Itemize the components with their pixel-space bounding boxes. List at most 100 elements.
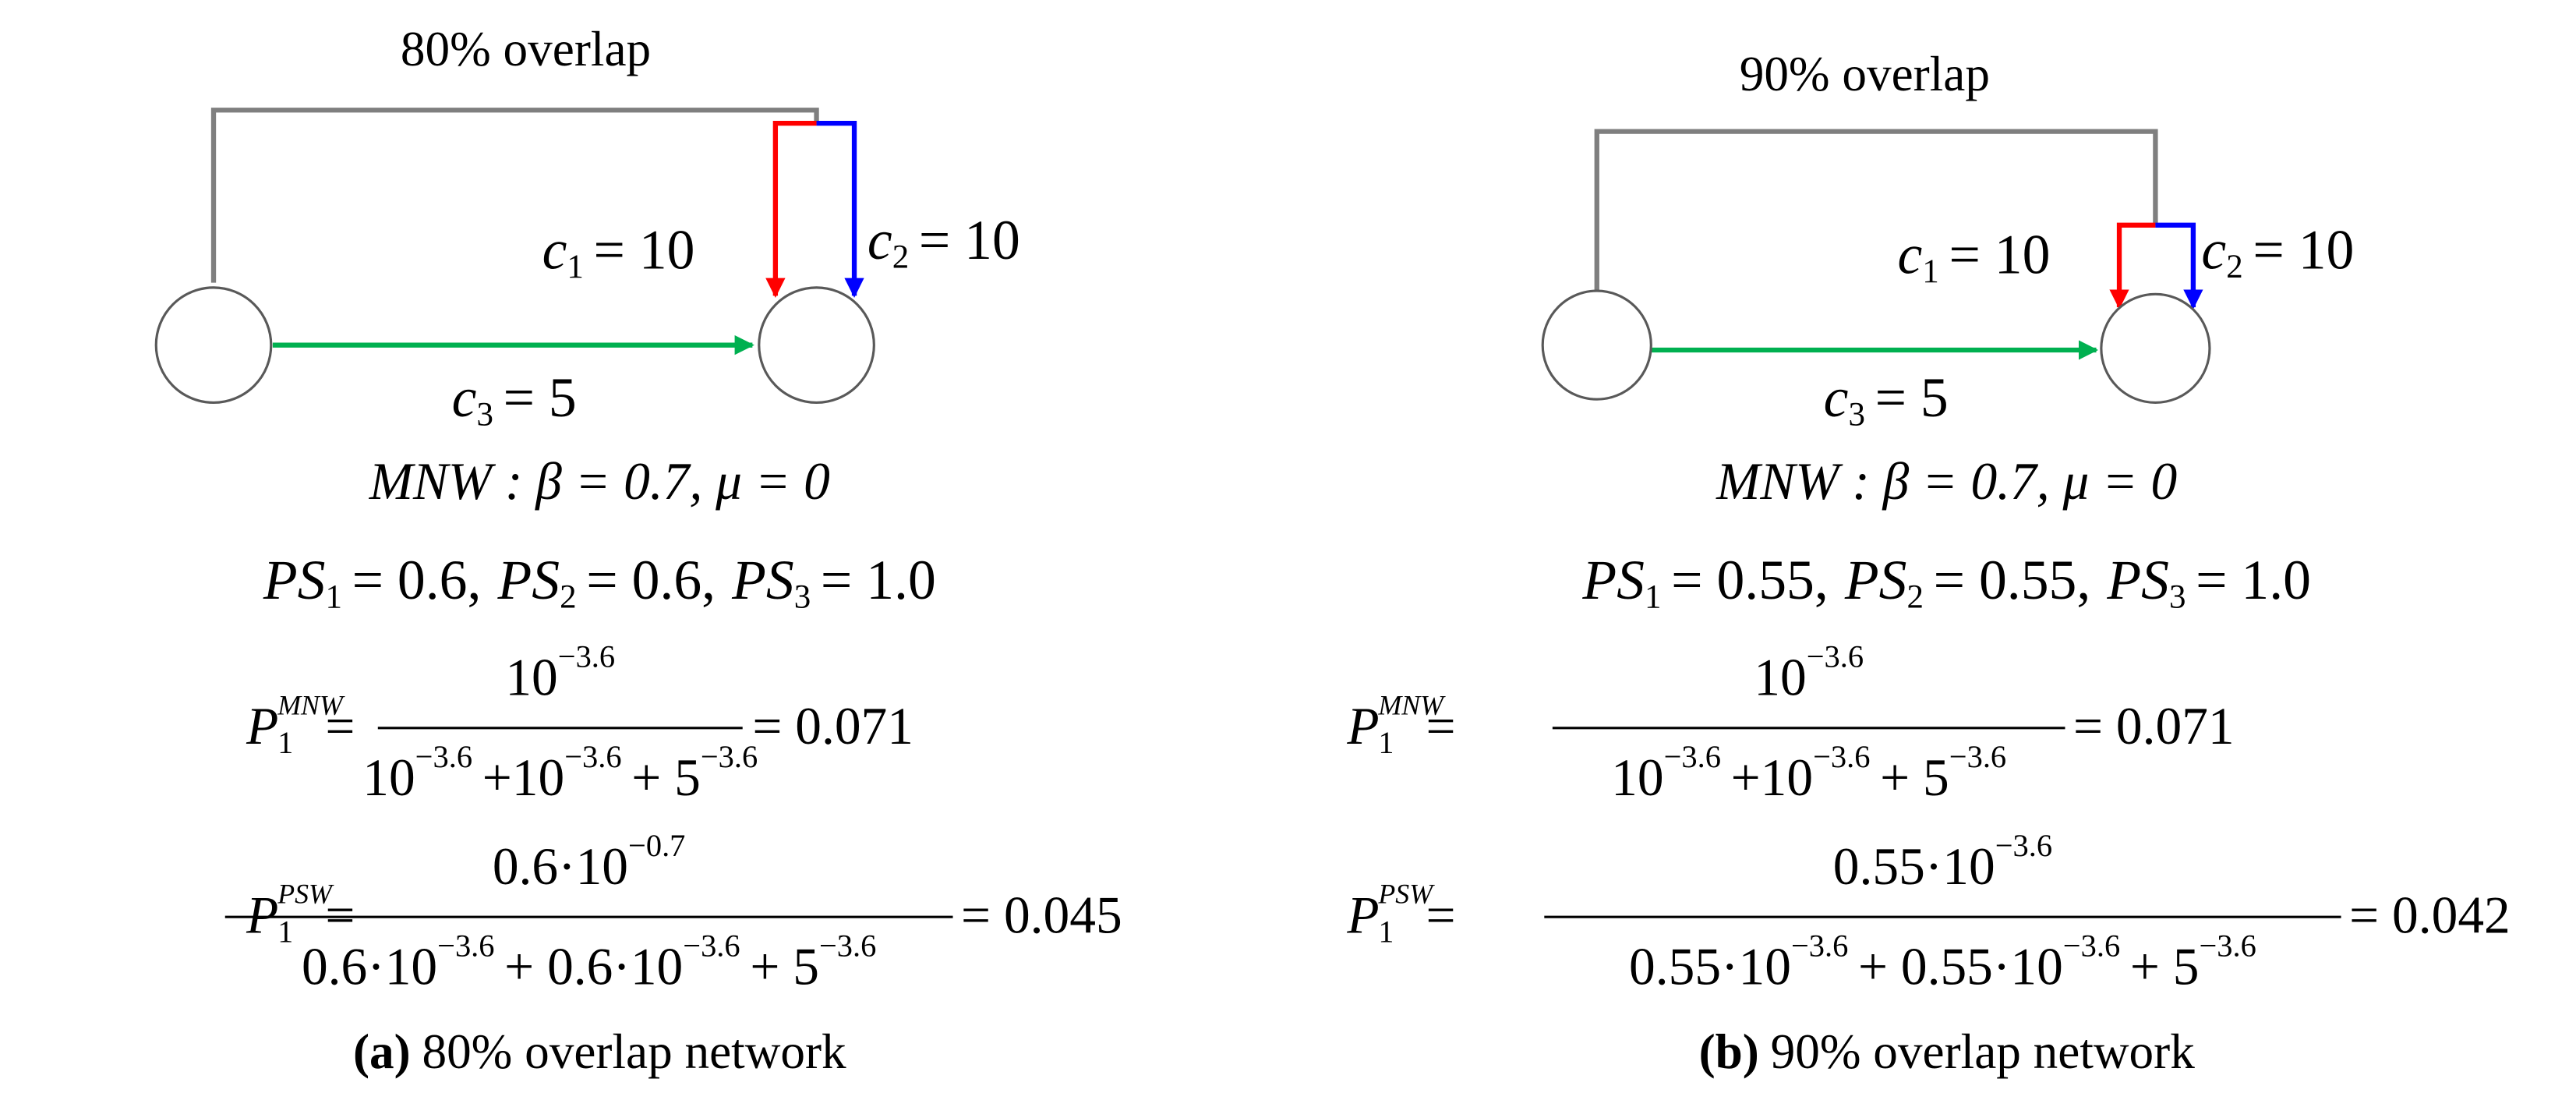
math-part: = 10 bbox=[594, 218, 695, 281]
math-part: +10 bbox=[1731, 748, 1813, 807]
equals: = bbox=[325, 886, 355, 945]
math-part: 10 bbox=[362, 748, 415, 807]
mnw-params: MNW : β = 0.7, μ = 0 bbox=[1716, 452, 2177, 511]
math-part: c bbox=[1824, 366, 1849, 429]
math-part: 0.6·10 bbox=[493, 836, 628, 895]
numerator: 0.6·10−0.7 bbox=[493, 827, 686, 895]
math-part: = 5 bbox=[1875, 366, 1949, 429]
result: = 0.071 bbox=[752, 697, 913, 755]
equals: = bbox=[1426, 886, 1456, 945]
math-part: PS bbox=[1581, 549, 1645, 611]
math-part: = 10 bbox=[1949, 224, 2050, 286]
math-part: +10 bbox=[482, 748, 564, 807]
math-part: PS bbox=[263, 549, 326, 611]
math-part: −3.6 bbox=[819, 928, 876, 963]
denominator: 0.55·10−3.6 + 0.55·10−3.6 + 5−3.6 bbox=[1629, 928, 2256, 996]
math-part: = 10 bbox=[919, 209, 1020, 271]
math-part: + 5 bbox=[631, 748, 701, 807]
route-1-arrow bbox=[2109, 222, 2156, 309]
cost-label: c1 = 10 bbox=[542, 218, 695, 285]
caption-text: 90% overlap network bbox=[1771, 1024, 2196, 1079]
math-part: c bbox=[1897, 224, 1922, 286]
math-part: −3.6 bbox=[1791, 928, 1848, 963]
math-part: c bbox=[2201, 218, 2226, 281]
math-part: −3.6 bbox=[2063, 928, 2120, 963]
denominator: 10−3.6 +10−3.6 + 5−3.6 bbox=[1611, 739, 2006, 807]
math-part: = 0.55, bbox=[1671, 549, 1829, 611]
math-part: 3 bbox=[2169, 578, 2186, 615]
math-part: −3.6 bbox=[1807, 638, 1864, 674]
math-part: 2 bbox=[1906, 578, 1924, 615]
math-part: c bbox=[452, 366, 477, 429]
math-part: 3 bbox=[794, 578, 811, 615]
math-part: −3.6 bbox=[1813, 739, 1870, 774]
prob-sup: MNW bbox=[1377, 689, 1446, 720]
math-part: 1 bbox=[1922, 253, 1939, 290]
math-part: 1 bbox=[1645, 578, 1662, 615]
math-part: + 0.6·10 bbox=[504, 937, 683, 996]
math-part: 10 bbox=[1754, 648, 1806, 706]
result: = 0.071 bbox=[2073, 697, 2235, 755]
result: = 0.042 bbox=[2349, 886, 2511, 945]
route-2-arrow bbox=[816, 120, 864, 298]
numerator: 10−3.6 bbox=[1754, 638, 1864, 706]
denominator: 0.6·10−3.6 + 0.6·10−3.6 + 5−3.6 bbox=[302, 928, 876, 996]
overlap-label: 80% overlap bbox=[401, 22, 651, 76]
mnw-params: MNW : β = 0.7, μ = 0 bbox=[369, 452, 830, 511]
math-part: −0.7 bbox=[628, 827, 685, 862]
prob-symbol: P bbox=[246, 886, 278, 945]
prob-sub: 1 bbox=[1378, 725, 1394, 760]
overlap-link bbox=[210, 108, 819, 283]
route-1-arrow bbox=[765, 120, 817, 298]
math-part: 2 bbox=[2226, 248, 2243, 285]
math-part: + 5 bbox=[2130, 937, 2200, 996]
math-part: −3.6 bbox=[1995, 827, 2052, 862]
math-part: 3 bbox=[476, 396, 493, 433]
ps-line: PS1 = 0.6, PS2 = 0.6, PS3 = 1.0 bbox=[263, 549, 936, 615]
math-part: c bbox=[868, 209, 892, 271]
math-part: = 0.6, bbox=[352, 549, 482, 611]
math-part: 2 bbox=[892, 239, 910, 275]
math-part: 2 bbox=[560, 578, 577, 615]
caption: (a) 80% overlap network bbox=[353, 1024, 846, 1079]
caption-label: (a) bbox=[353, 1024, 411, 1079]
cost-label: c3 = 5 bbox=[1824, 366, 1949, 433]
math-part: c bbox=[542, 218, 567, 281]
math-part: 0.55·10 bbox=[1833, 836, 1995, 895]
node bbox=[1541, 289, 1652, 401]
math-part: = 10 bbox=[2253, 218, 2354, 281]
prob-sub: 1 bbox=[1378, 914, 1394, 950]
node bbox=[2100, 292, 2211, 405]
math-part: −3.6 bbox=[437, 928, 494, 963]
equals: = bbox=[325, 697, 355, 755]
math-part: 0.55·10 bbox=[1629, 937, 1791, 996]
cost-label: c1 = 10 bbox=[1897, 224, 2050, 290]
node bbox=[154, 286, 273, 405]
math-part: 10 bbox=[505, 648, 557, 706]
math-part: = 5 bbox=[504, 366, 577, 429]
math-part: 10 bbox=[1611, 748, 1663, 807]
node bbox=[758, 286, 875, 405]
overlap-link bbox=[1594, 129, 2158, 296]
math-part: PS bbox=[2106, 549, 2169, 611]
caption-label: (b) bbox=[1699, 1024, 1759, 1079]
prob-sub: 1 bbox=[277, 725, 293, 760]
math-part: PS bbox=[731, 549, 794, 611]
caption-text: 80% overlap network bbox=[422, 1024, 846, 1079]
denominator: 10−3.6 +10−3.6 + 5−3.6 bbox=[362, 739, 758, 807]
math-part: + 0.55·10 bbox=[1858, 937, 2063, 996]
math-part: = 1.0 bbox=[821, 549, 936, 611]
prob-symbol: P bbox=[1346, 886, 1379, 945]
math-part: 1 bbox=[567, 248, 583, 285]
route-2-arrow bbox=[2155, 222, 2203, 309]
overlap-label: 90% overlap bbox=[1740, 47, 1990, 101]
prob-sup: PSW bbox=[1377, 879, 1435, 910]
math-part: + 5 bbox=[750, 937, 819, 996]
math-part: = 0.55, bbox=[1934, 549, 2091, 611]
cost-label: c2 = 10 bbox=[2201, 218, 2354, 285]
prob-sup: PSW bbox=[277, 879, 334, 910]
math-part: −3.6 bbox=[2199, 928, 2256, 963]
cost-label: c3 = 5 bbox=[452, 366, 577, 433]
result: = 0.045 bbox=[961, 886, 1122, 945]
